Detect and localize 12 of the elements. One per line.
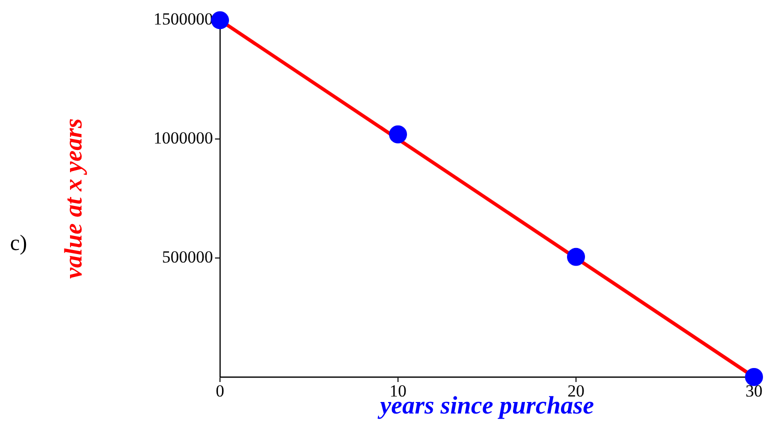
point [567,248,585,266]
text: c) [10,230,28,256]
x-tick-label: 20 [568,382,584,401]
point [745,368,763,386]
x-tick-label: 30 [746,382,762,401]
x-tick-label: 0 [216,382,224,401]
point [211,11,229,30]
y-tick-label: 500000 [162,248,213,267]
y-axis-title: value at x years [60,118,88,279]
y-tick-label: 1000000 [154,128,213,148]
y-tick-label: 1500000 [154,10,213,29]
point [389,125,407,144]
